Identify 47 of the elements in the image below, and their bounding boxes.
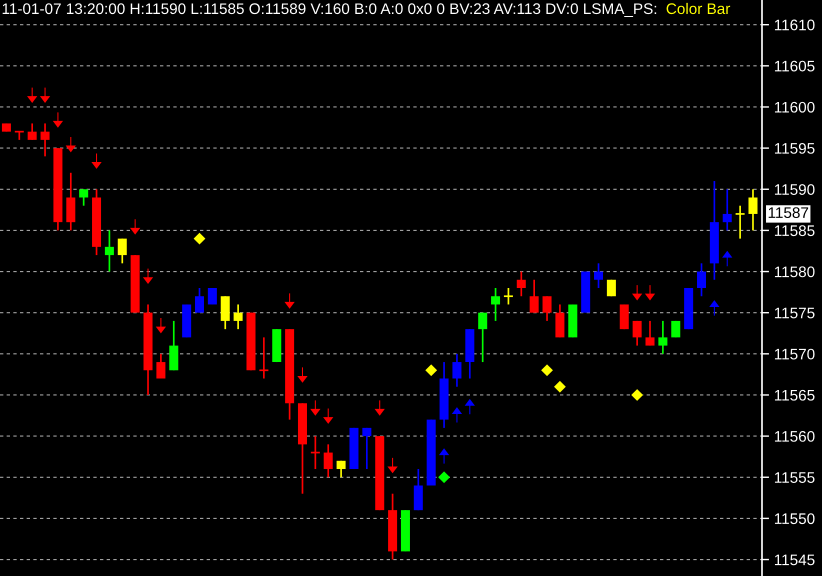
candlestick <box>530 278 539 314</box>
candlestick <box>104 230 114 272</box>
candlestick <box>516 270 526 298</box>
candlestick <box>195 287 204 314</box>
candlestick <box>594 262 604 289</box>
candlestick <box>234 304 243 330</box>
y-tick-label: 11600 <box>774 102 815 113</box>
y-tick-label: 11550 <box>774 513 815 524</box>
candlestick <box>208 287 217 306</box>
candlestick <box>646 320 655 346</box>
y-tick-label: 11545 <box>774 554 815 566</box>
candlestick <box>491 287 500 322</box>
candlestick <box>156 352 166 380</box>
candlestick <box>324 444 333 478</box>
y-tick-label: 11560 <box>774 430 815 442</box>
candlestick <box>734 204 746 240</box>
candlestick <box>362 427 372 470</box>
text: 11587 <box>768 207 808 218</box>
chart-title: 11-01-07 13:20:00 H:11590 L:11585 O:11589 V:160 B:0 A:0 0x0 0 BV:23 AV:113 DV:0 LSMA_PS: <box>2 3 656 17</box>
chart-subtitle: Color Bar <box>666 2 730 14</box>
y-tick-label: 11610 <box>774 20 815 30</box>
candlestick <box>28 122 37 141</box>
y-tick-label: 11585 <box>774 225 815 236</box>
candlestick <box>478 312 488 363</box>
candlestick <box>658 320 668 355</box>
candlestick <box>632 320 642 346</box>
y-tick-label: 11555 <box>774 472 815 483</box>
candlestick <box>503 287 514 306</box>
candlestick <box>722 188 732 232</box>
candlestick <box>748 188 758 232</box>
candlestick <box>118 238 127 264</box>
candlestick <box>310 435 321 470</box>
candlestick <box>258 336 270 380</box>
y-tick-label: 11590 <box>774 184 815 195</box>
candlestick <box>336 460 346 478</box>
y-tick-label: 11605 <box>774 60 815 72</box>
y-tick-label: 11595 <box>774 142 815 154</box>
y-tick-label: 11580 <box>774 266 815 278</box>
y-tick-label: 11565 <box>774 390 815 401</box>
y-tick-label: 11575 <box>774 308 815 318</box>
candlestick <box>696 262 706 298</box>
y-tick-label: 11570 <box>774 348 815 360</box>
candlestick <box>79 188 88 207</box>
candlestick <box>671 320 680 338</box>
candlestick <box>40 122 50 158</box>
candlestick <box>452 352 462 388</box>
candlestick <box>542 295 552 322</box>
